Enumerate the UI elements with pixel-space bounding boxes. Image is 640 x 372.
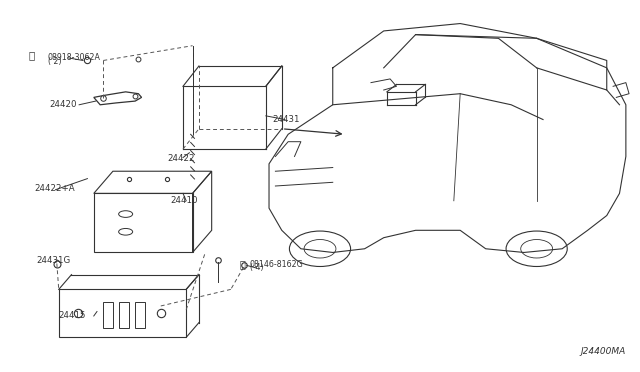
Text: 24410: 24410 bbox=[170, 196, 198, 205]
Text: 24431G: 24431G bbox=[36, 256, 70, 266]
Text: Ⓑ: Ⓑ bbox=[239, 259, 245, 269]
Text: ( 2): ( 2) bbox=[48, 57, 61, 66]
Text: 24431: 24431 bbox=[272, 115, 300, 124]
Text: Ⓝ: Ⓝ bbox=[29, 50, 35, 60]
Text: 24422+A: 24422+A bbox=[35, 185, 75, 193]
Text: J24400MA: J24400MA bbox=[580, 347, 626, 356]
Text: 24415: 24415 bbox=[59, 311, 86, 320]
Text: 24420: 24420 bbox=[49, 100, 77, 109]
Text: 08918-3062A: 08918-3062A bbox=[48, 53, 100, 62]
Text: ( 4): ( 4) bbox=[250, 263, 264, 272]
Text: 08146-8162G: 08146-8162G bbox=[250, 260, 303, 269]
Text: 24422: 24422 bbox=[167, 154, 195, 163]
